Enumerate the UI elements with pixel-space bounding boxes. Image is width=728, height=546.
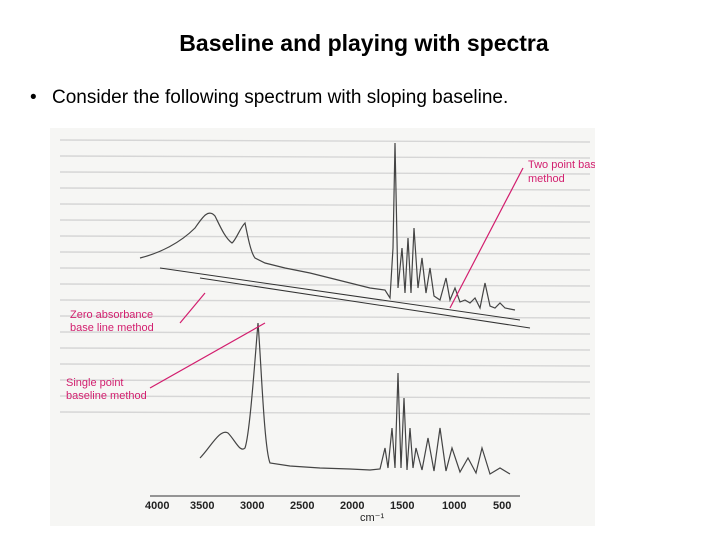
scanned-page	[50, 128, 595, 526]
tick-label: 2500	[290, 500, 314, 512]
tick-label: 1000	[442, 500, 466, 512]
tick-label: 4000	[145, 500, 169, 512]
tick-label: 500	[493, 500, 511, 512]
upper-spectrum-trace	[139, 142, 516, 311]
spectrum-figure: Two point base line method Zero absorban…	[50, 128, 595, 526]
sloping-baseline-line	[159, 267, 521, 321]
tick-label: 3500	[190, 500, 214, 512]
two-point-label-1: Two point base line	[528, 159, 595, 171]
bullet-text: Consider the following spectrum with slo…	[52, 87, 509, 108]
two-point-label-2: method	[528, 173, 565, 185]
zero-absorbance-label-2: base line method	[70, 322, 154, 334]
annotation-pointers	[149, 167, 524, 389]
axis-unit-label: cm⁻¹	[360, 512, 384, 524]
tick-label: 3000	[240, 500, 264, 512]
bullet-icon: •	[30, 87, 37, 108]
bullet-item: • Consider the following spectrum with s…	[30, 87, 508, 109]
slide-title: Baseline and playing with spectra	[179, 30, 549, 56]
tick-label: 2000	[340, 500, 364, 512]
single-point-label-2: baseline method	[66, 390, 147, 402]
single-point-label-1: Single point	[66, 377, 124, 389]
zero-absorbance-label-1: Zero absorbance	[70, 309, 153, 321]
tangent-baseline-line	[199, 277, 531, 329]
tick-label: 1500	[390, 500, 414, 512]
background-text-lines	[59, 139, 591, 415]
lower-spectrum-trace	[199, 322, 511, 475]
